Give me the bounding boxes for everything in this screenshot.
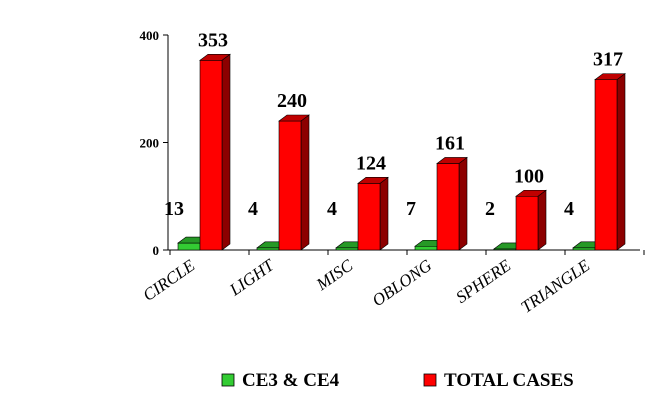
- bar-total-cases-circle: [199, 53, 231, 251]
- data-label-ce3-ce4: 4: [248, 198, 258, 220]
- data-label-total-cases: 240: [277, 90, 307, 112]
- data-label-ce3-ce4: 2: [485, 198, 495, 220]
- bar-total-cases-triangle: [594, 73, 626, 251]
- category-label-circle: CIRCLE: [139, 255, 198, 305]
- legend-item-ce3-ce4: CE3 & CE4: [221, 370, 340, 391]
- data-label-ce3-ce4: 4: [327, 198, 337, 220]
- data-label-total-cases: 317: [593, 49, 623, 71]
- legend-item-total-cases: TOTAL CASES: [423, 370, 574, 391]
- category-label-sphere: SPHERE: [452, 255, 514, 307]
- legend-swatch: [423, 373, 437, 387]
- data-label-total-cases: 161: [435, 132, 465, 154]
- data-label-ce3-ce4: 4: [564, 198, 574, 220]
- legend: CE3 & CE4 TOTAL CASES: [221, 370, 574, 391]
- legend-label: TOTAL CASES: [444, 370, 574, 391]
- bar-total-cases-light: [278, 114, 310, 251]
- category-labels: CIRCLE LIGHT MISC OBLONG SPHERE TRIANGLE: [139, 255, 593, 317]
- category-label-light: LIGHT: [225, 255, 278, 300]
- legend-swatch: [221, 373, 235, 387]
- data-label-ce3-ce4: 13: [164, 198, 184, 220]
- data-label-ce3-ce4: 7: [406, 198, 416, 220]
- data-label-total-cases: 124: [356, 152, 386, 174]
- data-labels: 13 353 4 240 4 124 7 161 2 100 4 317: [164, 29, 623, 220]
- category-label-triangle: TRIANGLE: [517, 255, 593, 316]
- bar-total-cases-sphere: [515, 189, 547, 251]
- axes: 0 200 400: [140, 28, 645, 258]
- bar-total-cases-oblong: [436, 156, 468, 251]
- bar-total-cases-misc: [357, 176, 389, 251]
- data-label-total-cases: 353: [198, 29, 228, 51]
- category-label-misc: MISC: [312, 255, 357, 294]
- y-tick-label: 400: [140, 28, 160, 43]
- data-label-total-cases: 100: [514, 165, 544, 187]
- category-label-oblong: OBLONG: [369, 256, 436, 311]
- bars: [177, 53, 626, 251]
- y-tick-label: 200: [140, 136, 160, 151]
- y-tick-label: 0: [153, 243, 160, 258]
- legend-label: CE3 & CE4: [242, 370, 340, 391]
